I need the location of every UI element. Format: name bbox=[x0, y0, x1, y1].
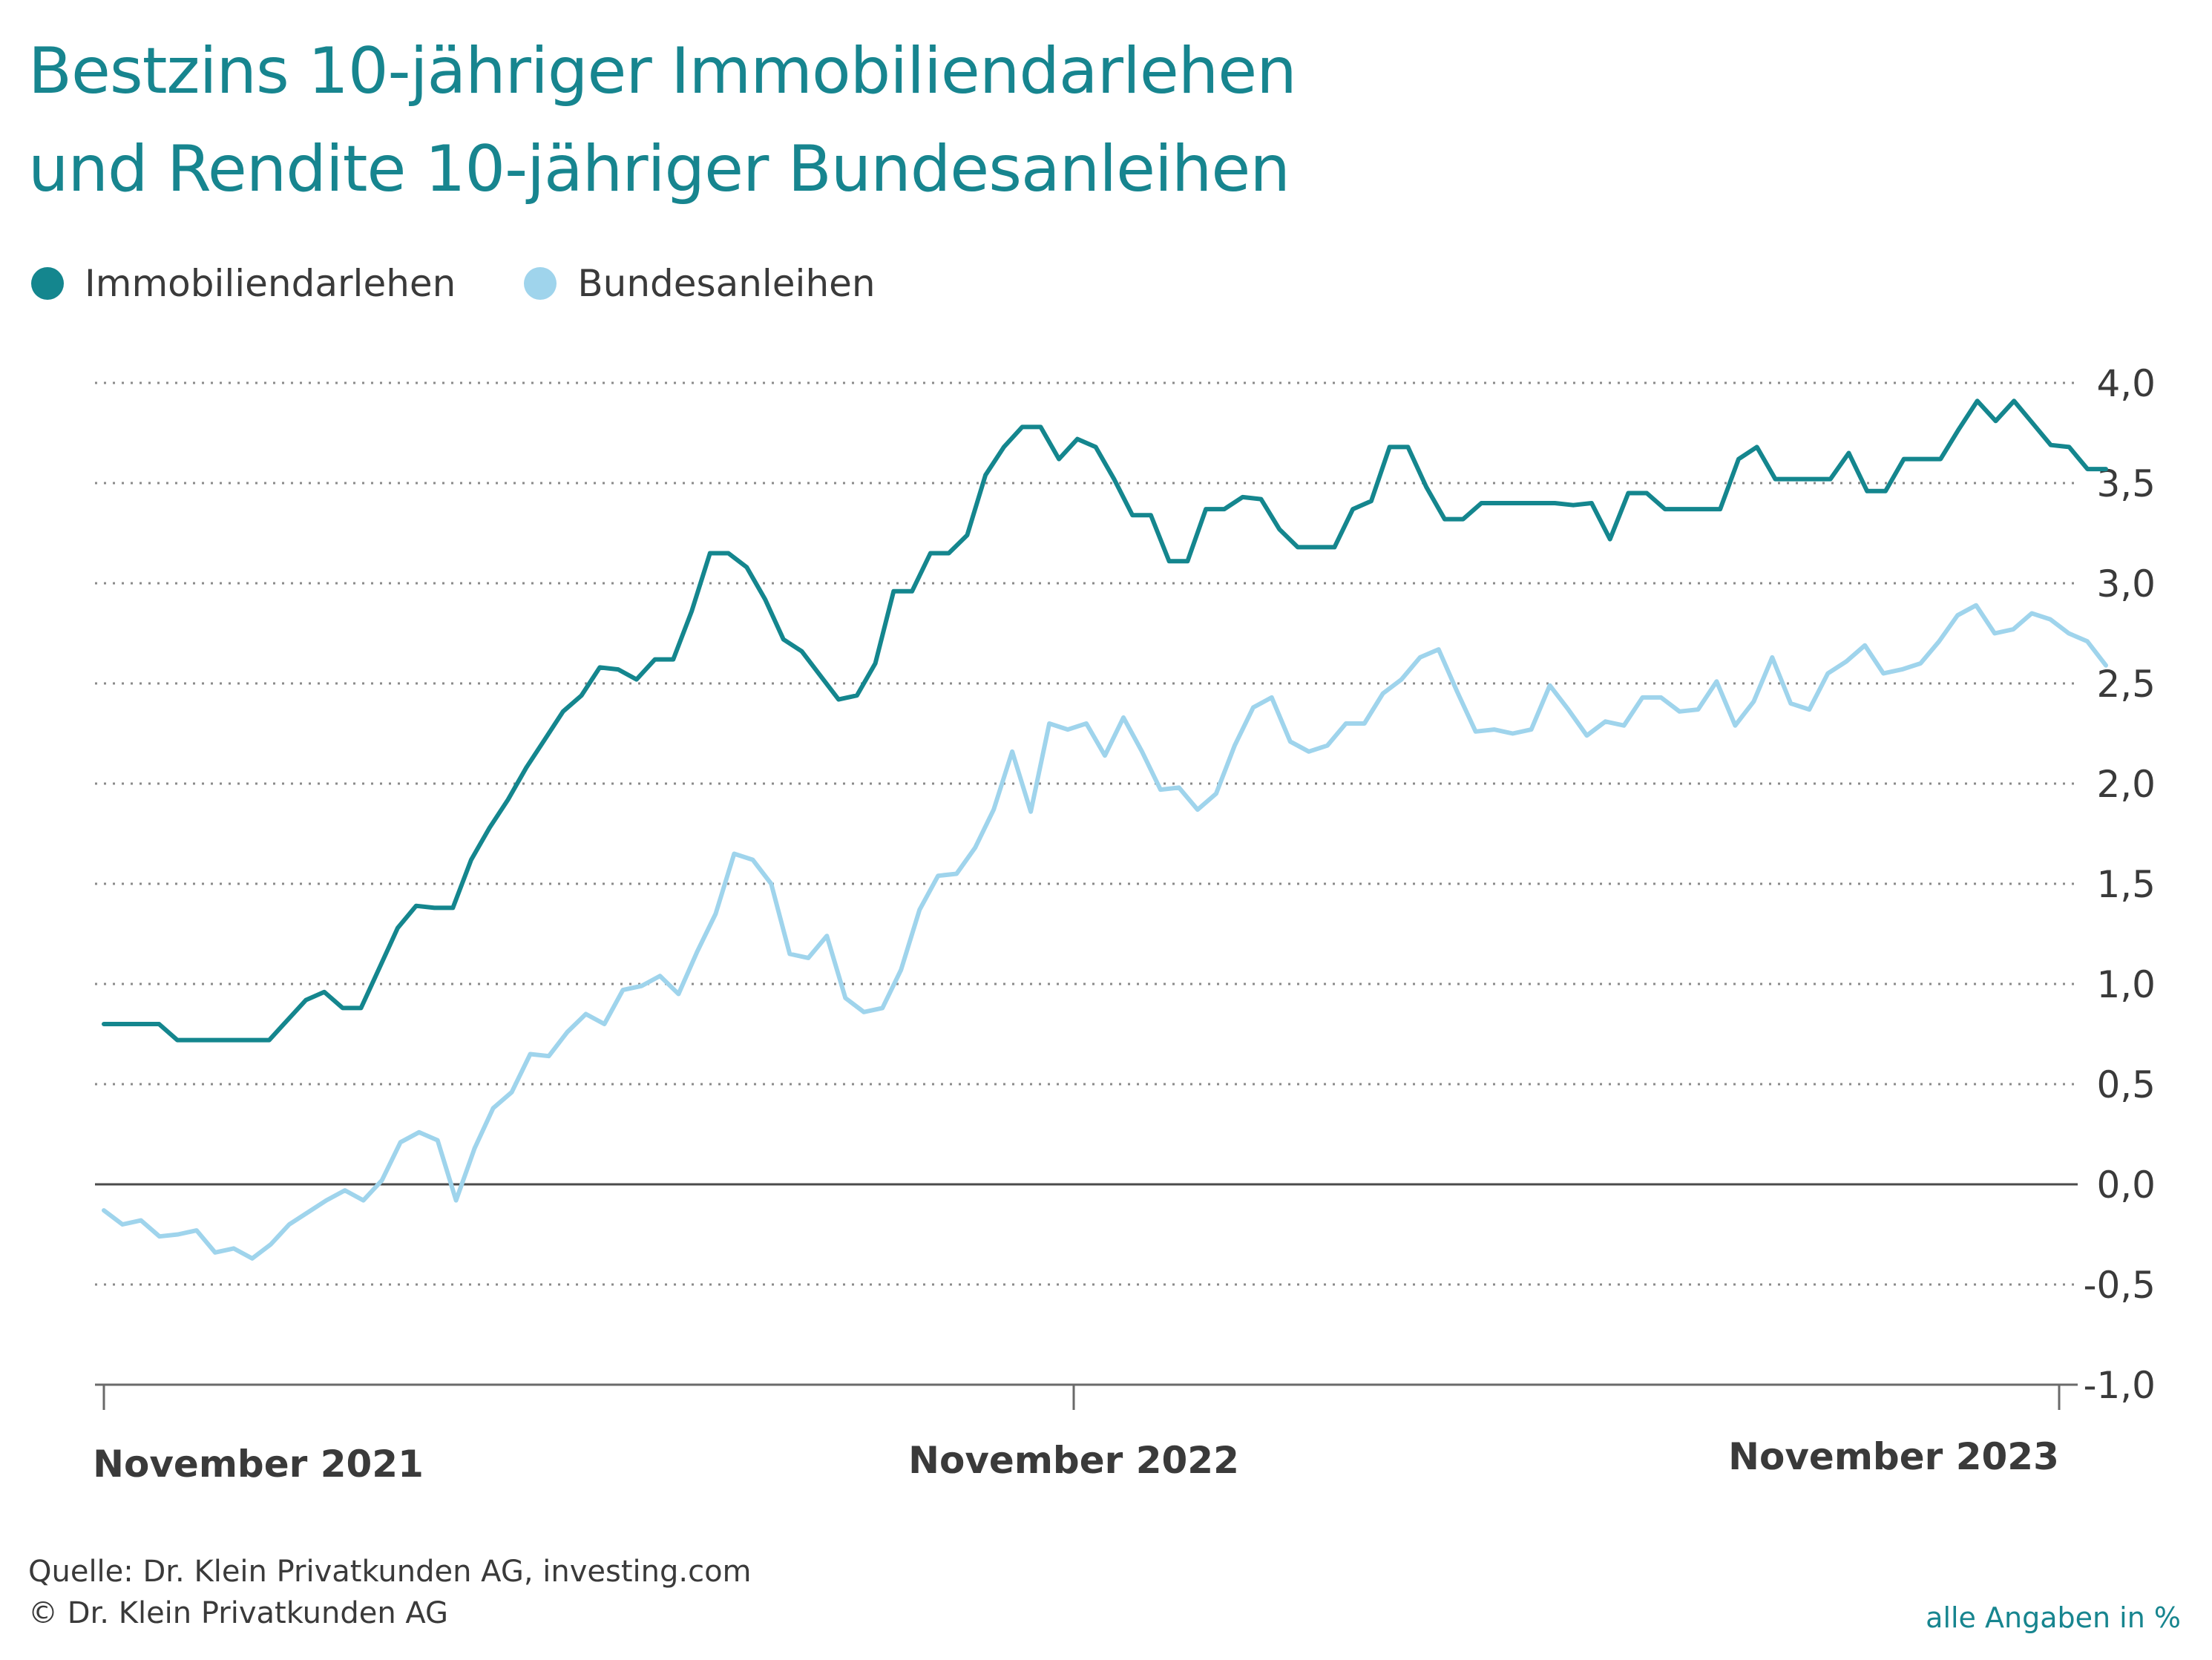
legend-label-bund: Bundesanleihen bbox=[577, 262, 876, 305]
legend-item-bund: Bundesanleihen bbox=[524, 262, 876, 305]
y-tick-label: 2,0 bbox=[2096, 763, 2156, 806]
footer: Quelle: Dr. Klein Privatkunden AG, inves… bbox=[28, 1551, 752, 1634]
y-tick-labels: 4,03,53,02,52,01,51,00,50,0-0,5-1,0 bbox=[2083, 362, 2156, 1407]
y-tick-label: 2,5 bbox=[2096, 663, 2156, 706]
x-tick-labels: November 2021 November 2022 November 2023 bbox=[93, 1435, 2059, 1486]
y-tick-label: 1,0 bbox=[2096, 963, 2156, 1006]
unit-note: alle Angaben in % bbox=[1926, 1601, 2181, 1634]
y-tick-label: 3,0 bbox=[2096, 562, 2156, 606]
x-tick-label: November 2023 bbox=[1728, 1435, 2059, 1478]
series-line-bundesanleihen bbox=[102, 603, 2108, 1261]
series-lines bbox=[102, 398, 2108, 1261]
title-line-2: und Rendite 10-jähriger Bundesanleihen bbox=[28, 132, 1290, 206]
legend-dot-bund bbox=[524, 267, 557, 300]
y-tick-label: 0,0 bbox=[2096, 1164, 2156, 1207]
legend-item-immobilien: Immobiliendarlehen bbox=[31, 262, 456, 305]
y-tick-label: 0,5 bbox=[2096, 1063, 2156, 1106]
y-tick-label: -0,5 bbox=[2083, 1264, 2156, 1307]
y-tick-label: -1,0 bbox=[2083, 1364, 2156, 1407]
chart-title: Bestzins 10-jähriger Immobiliendarlehen … bbox=[28, 22, 1809, 218]
y-tick-label: 1,5 bbox=[2096, 863, 2156, 906]
series-line-immobiliendarlehen bbox=[102, 398, 2108, 1043]
grid-lines bbox=[95, 381, 2078, 1286]
legend-dot-immobilien bbox=[31, 267, 64, 300]
y-tick-label: 4,0 bbox=[2096, 362, 2156, 405]
title-line-1: Bestzins 10-jähriger Immobiliendarlehen bbox=[28, 34, 1297, 108]
x-axis bbox=[95, 1383, 2078, 1410]
source-note: Quelle: Dr. Klein Privatkunden AG, inves… bbox=[28, 1555, 752, 1589]
legend-label-immobilien: Immobiliendarlehen bbox=[85, 262, 456, 305]
copyright-note: © Dr. Klein Privatkunden AG bbox=[28, 1596, 449, 1630]
x-tick-label: November 2021 bbox=[93, 1443, 424, 1486]
legend: Immobiliendarlehen Bundesanleihen bbox=[31, 254, 944, 313]
x-tick-label: November 2022 bbox=[908, 1439, 1239, 1482]
